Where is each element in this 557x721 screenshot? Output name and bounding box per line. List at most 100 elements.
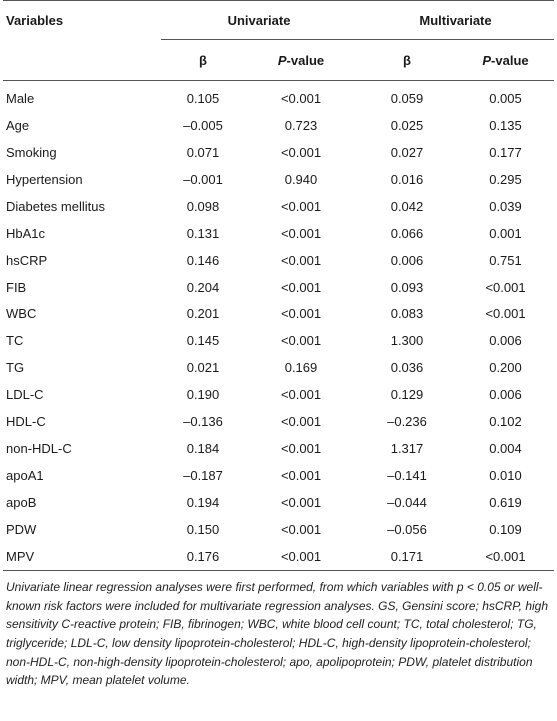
table-row: MPV 0.176 <0.001 0.171 <0.001 — [3, 542, 554, 571]
header-blank — [3, 39, 161, 81]
table-row: HbA1c 0.131 <0.001 0.066 0.001 — [3, 220, 554, 247]
cell-multivariate-pvalue: 0.004 — [489, 441, 522, 457]
cell-univariate-beta: –0.136 — [183, 414, 223, 430]
cell-multivariate-beta: 0.129 — [390, 387, 424, 403]
cell-variable: hsCRP — [6, 252, 48, 268]
cell-univariate-beta: 0.146 — [186, 252, 220, 268]
cell-univariate-pvalue: <0.001 — [280, 521, 322, 537]
cell-multivariate-pvalue: 0.039 — [489, 198, 522, 214]
cell-variable: HDL-C — [6, 414, 46, 430]
cell-multivariate-beta: 1.300 — [390, 333, 424, 349]
cell-multivariate-beta: 1.317 — [390, 441, 424, 457]
header-univariate: Univariate — [161, 0, 357, 40]
cell-univariate-beta: 0.021 — [186, 360, 220, 376]
cell-variable: MPV — [3, 542, 161, 571]
cell-univariate-pvalue: <0.001 — [280, 279, 322, 295]
cell-univariate-beta: 0.105 — [186, 90, 220, 106]
cell-variable: non-HDL-C — [6, 441, 72, 457]
cell-univariate-pvalue: <0.001 — [280, 468, 322, 484]
table-row: HDL-C –0.136 <0.001 –0.236 0.102 — [3, 408, 554, 435]
cell-univariate-beta: 0.201 — [186, 306, 220, 322]
header-p-suffix: -value — [491, 52, 529, 68]
cell-variable: apoB — [6, 495, 37, 511]
cell-univariate-beta: 0.071 — [186, 144, 220, 160]
table-row: Male 0.105 <0.001 0.059 0.005 — [3, 81, 554, 112]
cell-multivariate-pvalue: 0.751 — [489, 252, 522, 268]
cell-univariate-pvalue: 0.940 — [284, 171, 318, 187]
cell-univariate-beta: 0.150 — [186, 521, 220, 537]
cell-variable: FIB — [6, 279, 27, 295]
cell-multivariate-pvalue: 0.619 — [489, 495, 522, 511]
table-row: FIB 0.204 <0.001 0.093 <0.001 — [3, 274, 554, 301]
header-row-stats: β P-value β P-value — [3, 39, 554, 81]
cell-univariate-pvalue: <0.001 — [280, 90, 322, 106]
regression-table: Variables Univariate Multivariate β P-va… — [3, 0, 554, 571]
cell-univariate-beta: 0.131 — [186, 225, 220, 241]
cell-multivariate-pvalue: 0.001 — [489, 225, 522, 241]
cell-variable: HbA1c — [6, 225, 46, 241]
cell-variable: Age — [6, 117, 30, 133]
cell-multivariate-beta: 0.006 — [390, 252, 424, 268]
cell-univariate-pvalue: 0.723 — [284, 117, 318, 133]
cell-univariate-beta: 0.204 — [186, 279, 220, 295]
header-uni-beta: β — [161, 39, 245, 81]
cell-variable: PDW — [6, 521, 37, 537]
cell-univariate-beta: –0.001 — [183, 171, 223, 187]
cell-multivariate-beta: 0.036 — [390, 360, 424, 376]
header-variables: Variables — [3, 0, 161, 40]
header-p-suffix: -value — [286, 52, 325, 68]
table-row: WBC 0.201 <0.001 0.083 <0.001 — [3, 301, 554, 328]
cell-multivariate-pvalue: 0.177 — [489, 144, 522, 160]
cell-variable: apoA1 — [6, 468, 44, 484]
cell-variable: TC — [6, 333, 24, 349]
cell-univariate-pvalue: <0.001 — [280, 441, 322, 457]
cell-multivariate-pvalue: 0.006 — [489, 387, 522, 403]
cell-variable: Smoking — [6, 144, 57, 160]
cell-univariate-beta: 0.098 — [186, 198, 220, 214]
cell-univariate-pvalue: <0.001 — [280, 333, 322, 349]
cell-multivariate-pvalue: 0.135 — [489, 117, 522, 133]
cell-multivariate-beta: 0.083 — [390, 306, 424, 322]
table-row: Hypertension –0.001 0.940 0.016 0.295 — [3, 166, 554, 193]
cell-multivariate-beta: 0.016 — [390, 171, 424, 187]
cell-multivariate-pvalue: 0.102 — [489, 414, 522, 430]
cell-univariate-pvalue: <0.001 — [280, 144, 322, 160]
cell-multivariate-pvalue: 0.200 — [489, 360, 522, 376]
cell-multivariate-beta: –0.044 — [387, 495, 427, 511]
cell-univariate-beta: 0.176 — [161, 542, 245, 571]
cell-multivariate-pvalue: <0.001 — [457, 542, 554, 571]
cell-univariate-beta: –0.005 — [183, 117, 223, 133]
cell-univariate-pvalue: <0.001 — [280, 225, 322, 241]
table-row: LDL-C 0.190 <0.001 0.129 0.006 — [3, 381, 554, 408]
cell-variable: Hypertension — [6, 171, 83, 187]
table-row: apoA1 –0.187 <0.001 –0.141 0.010 — [3, 462, 554, 489]
cell-multivariate-pvalue: 0.010 — [489, 468, 522, 484]
cell-multivariate-pvalue: 0.109 — [489, 521, 522, 537]
cell-multivariate-beta: 0.027 — [390, 144, 424, 160]
table-row: TC 0.145 <0.001 1.300 0.006 — [3, 327, 554, 354]
header-multi-beta: β — [357, 39, 457, 81]
cell-multivariate-beta: 0.171 — [357, 542, 457, 571]
cell-variable: Diabetes mellitus — [6, 198, 105, 214]
header-p-italic: P — [277, 52, 287, 68]
cell-multivariate-beta: –0.056 — [387, 521, 427, 537]
cell-multivariate-beta: 0.066 — [390, 225, 424, 241]
cell-multivariate-pvalue: 0.005 — [489, 90, 522, 106]
cell-univariate-pvalue: <0.001 — [280, 198, 322, 214]
table-row: Smoking 0.071 <0.001 0.027 0.177 — [3, 139, 554, 166]
cell-univariate-beta: 0.194 — [186, 495, 220, 511]
cell-univariate-pvalue: 0.169 — [284, 360, 318, 376]
cell-univariate-beta: –0.187 — [183, 468, 223, 484]
cell-variable: WBC — [6, 306, 37, 322]
table-row: TG 0.021 0.169 0.036 0.200 — [3, 354, 554, 381]
header-uni-pvalue: P-value — [245, 39, 357, 81]
header-multivariate: Multivariate — [357, 0, 554, 40]
cell-variable: Male — [6, 90, 35, 106]
cell-univariate-beta: 0.190 — [186, 387, 220, 403]
cell-multivariate-pvalue: <0.001 — [485, 306, 526, 322]
table-row: PDW 0.150 <0.001 –0.056 0.109 — [3, 516, 554, 543]
cell-multivariate-beta: 0.042 — [390, 198, 424, 214]
cell-multivariate-beta: 0.059 — [390, 90, 424, 106]
cell-multivariate-beta: –0.236 — [387, 414, 427, 430]
